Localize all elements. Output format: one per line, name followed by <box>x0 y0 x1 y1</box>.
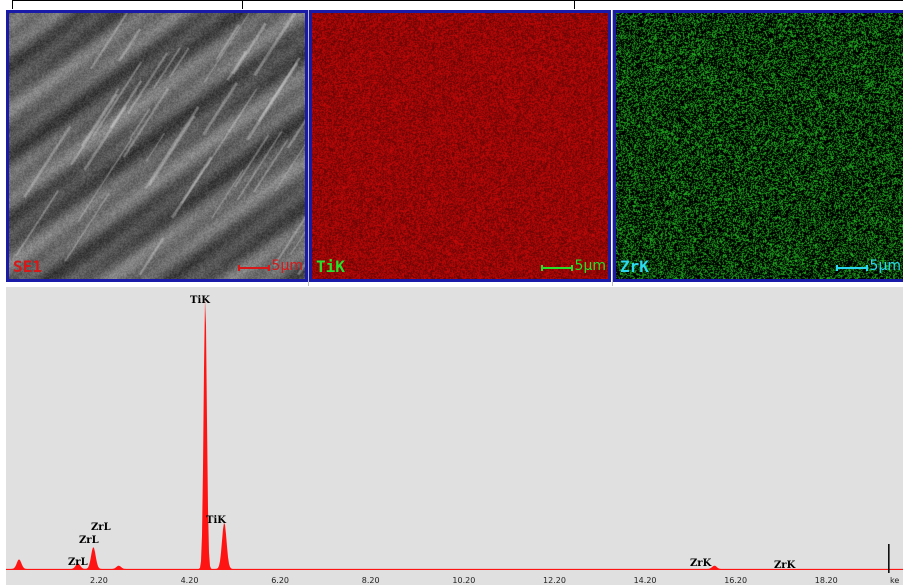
x-tick-label: 18.20 <box>815 576 838 585</box>
scale-bar-text: 5µm <box>574 258 606 274</box>
peak-label: TiK <box>190 295 210 306</box>
x-tick-label: 4.20 <box>181 576 199 585</box>
panel-divider <box>612 10 613 286</box>
x-tick-label: 2.20 <box>90 576 108 585</box>
peak-label: ZrK <box>774 560 796 571</box>
panel-divider <box>308 10 309 286</box>
x-tick-label: 12.20 <box>543 576 566 585</box>
sem-image-panel[interactable]: SE1 5µm <box>6 10 308 282</box>
peak-label: ZrL <box>79 535 99 546</box>
top-ruler <box>0 0 903 10</box>
x-unit-label: ke <box>890 576 899 585</box>
scale-bar: 5µm <box>237 258 303 274</box>
ruler-edge <box>12 0 13 9</box>
x-tick-label: 16.20 <box>724 576 747 585</box>
ti-map-panel[interactable]: TiK 5µm <box>309 10 611 282</box>
zr-map-panel[interactable]: ZrK 5µm <box>613 10 903 282</box>
scale-bar: 5µm <box>540 258 606 274</box>
ti-element-map <box>312 13 608 279</box>
zr-element-map <box>616 13 903 279</box>
scale-bar-text: 5µm <box>869 258 901 274</box>
peak-label: ZrL <box>68 557 88 568</box>
sem-image-label: SE1 <box>13 257 42 276</box>
eds-spectrum[interactable]: TiK ZrL ZrL TiK ZrL ZrK ZrK 2.20 4.20 6.20 8.20 10… <box>6 287 903 585</box>
scale-bar-line <box>835 265 868 271</box>
scale-bar-line <box>237 265 270 271</box>
ruler-divider <box>574 0 575 9</box>
x-tick-label: 8.20 <box>362 576 380 585</box>
peak-label: ZrL <box>91 522 111 533</box>
scale-bar: 5µm <box>835 258 901 274</box>
zr-map-label: ZrK <box>620 257 649 276</box>
peak-label: TiK <box>206 515 226 526</box>
x-tick-label: 6.20 <box>271 576 289 585</box>
ruler-divider <box>242 0 243 9</box>
scale-bar-text: 5µm <box>271 258 303 274</box>
scale-bar-line <box>540 265 573 271</box>
spectrum-plot: TiK ZrL ZrL TiK ZrL ZrK ZrK 2.20 4.20 6.20 8.20 10… <box>6 295 903 585</box>
ti-map-label: TiK <box>316 257 345 276</box>
sem-image <box>9 13 305 279</box>
peak-label: ZrK <box>690 558 712 569</box>
x-tick-label: 10.20 <box>452 576 475 585</box>
spectrum-trace <box>6 299 903 570</box>
x-tick-label: 14.20 <box>634 576 657 585</box>
ruler-line <box>12 0 903 1</box>
